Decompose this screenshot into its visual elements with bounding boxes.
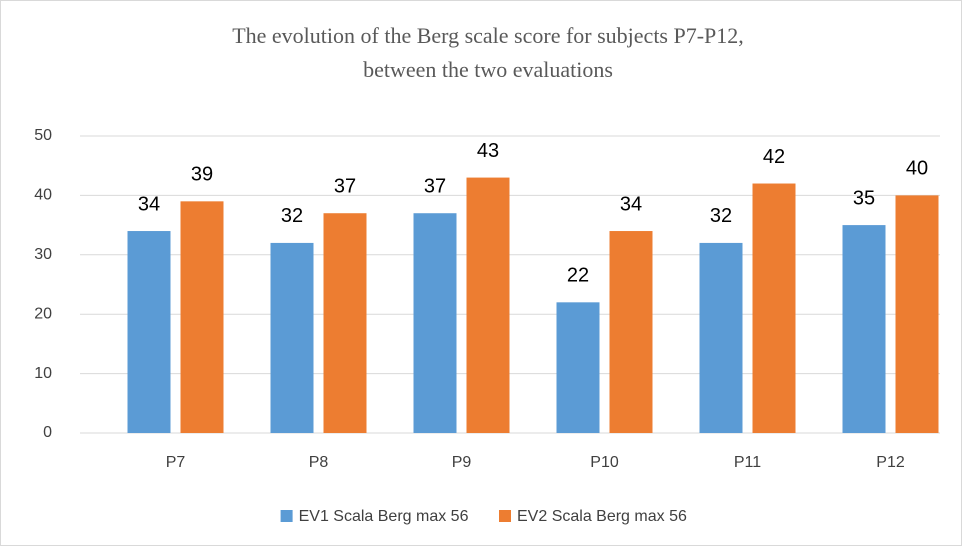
bar — [895, 195, 939, 433]
bar — [556, 302, 600, 433]
data-label: 42 — [763, 146, 785, 168]
chart-title: between the two evaluations — [363, 57, 613, 82]
bar — [180, 201, 224, 433]
y-tick-label: 10 — [34, 365, 52, 382]
y-tick-label: 30 — [34, 246, 52, 263]
data-label: 34 — [138, 193, 160, 215]
bar — [466, 177, 510, 433]
chart-title: The evolution of the Berg scale score fo… — [232, 23, 744, 48]
data-label: 32 — [281, 205, 303, 227]
x-tick-label: P12 — [876, 454, 905, 471]
bar — [270, 242, 314, 433]
data-label: 43 — [477, 140, 499, 162]
data-label: 32 — [710, 205, 732, 227]
x-tick-label: P10 — [590, 454, 619, 471]
bar — [699, 242, 743, 433]
legend-label: EV2 Scala Berg max 56 — [517, 508, 687, 525]
legend-swatch — [280, 510, 293, 522]
data-label: 22 — [567, 265, 589, 287]
y-tick-label: 20 — [34, 305, 52, 322]
bar — [413, 213, 457, 433]
x-tick-label: P9 — [452, 454, 472, 471]
data-label: 34 — [620, 193, 642, 215]
x-tick-label: P7 — [166, 454, 186, 471]
bar — [609, 231, 653, 433]
legend-swatch — [499, 510, 511, 522]
data-label: 37 — [334, 176, 356, 198]
data-label: 39 — [191, 164, 213, 186]
data-label: 37 — [424, 176, 446, 198]
x-tick-label: P8 — [309, 454, 329, 471]
legend-label: EV1 Scala Berg max 56 — [299, 508, 469, 525]
bar — [127, 231, 171, 433]
y-tick-label: 40 — [34, 187, 52, 204]
y-tick-label: 0 — [43, 424, 52, 441]
y-tick-label: 50 — [34, 127, 52, 144]
x-tick-label: P11 — [734, 454, 761, 471]
bar — [842, 225, 886, 433]
data-label: 40 — [906, 158, 928, 180]
data-label: 35 — [853, 187, 875, 209]
bar — [752, 183, 796, 433]
bar — [323, 213, 367, 433]
